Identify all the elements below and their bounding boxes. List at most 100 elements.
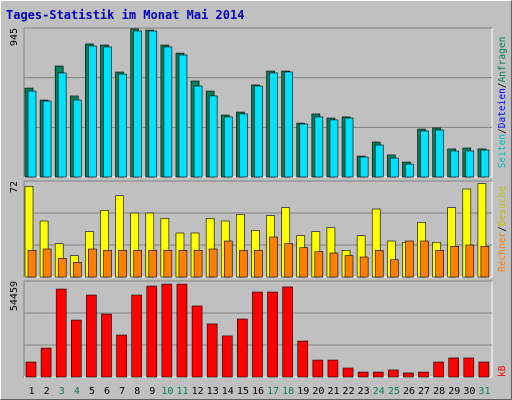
bar [103,250,112,278]
bar [359,256,369,278]
bar [101,313,112,378]
bar [193,85,203,178]
bar [284,243,293,278]
x-tick-label: 20 [312,386,324,397]
bar [86,294,97,378]
x-tick-label: 29 [448,386,460,397]
x-tick-label: 19 [297,386,309,397]
bar [374,144,384,178]
bar [297,340,309,378]
bar [254,250,263,278]
bar [450,150,460,178]
legend-entry: Seiten [497,134,508,168]
bar [55,288,67,378]
bar [163,46,173,178]
bar [388,369,399,378]
bar [342,367,354,378]
bar [27,90,37,178]
bar [478,361,490,378]
legend: Rechner/Besuche [497,186,508,272]
bar [312,359,324,378]
bar [239,113,248,178]
bar [403,372,414,378]
bar [72,99,82,178]
x-tick-label: 28 [433,386,445,397]
bar [405,240,414,278]
bar [390,157,399,178]
bar [267,291,278,378]
chart-title: Tages-Statistik im Monat Mai 2014 [6,8,244,22]
legend: kB [497,365,508,377]
bar [103,46,112,178]
bar [254,85,263,178]
bar [118,250,127,278]
x-tick-label: 31 [478,386,490,397]
bar [390,259,399,278]
x-tick-label: 11 [176,386,188,397]
bar [72,262,82,278]
legend-entry: Anfragen [497,37,508,83]
bar [161,283,173,378]
bar [223,240,233,278]
bar [405,163,414,178]
bar [148,30,158,178]
bar [178,54,188,178]
bar [450,246,460,278]
bar [206,323,218,378]
bar [435,250,444,278]
bar [148,250,158,278]
bar [314,116,324,178]
x-tick-label: 25 [388,386,400,397]
x-tick-label: 5 [89,386,95,397]
bar [418,371,429,378]
bar [191,305,203,378]
bar [299,123,309,178]
bar [448,357,460,378]
bar [146,285,158,378]
x-tick-label: 3 [59,386,65,397]
bar [344,255,354,278]
legend-entry: Rechner [497,232,508,272]
y-tick-label: 945 [9,28,20,46]
x-tick-label: 7 [119,386,125,397]
bar [88,248,97,278]
bar [163,250,173,278]
x-tick-label: 1 [29,386,35,397]
bar [465,150,475,178]
x-tick-label: 14 [222,386,234,397]
bar [329,252,339,278]
x-tick-label: 15 [237,386,249,397]
x-tick-label: 10 [161,386,173,397]
x-tick-label: 22 [343,386,355,397]
bar [208,248,218,278]
bar [420,240,429,278]
x-tick-label: 18 [282,386,294,397]
x-tick-label: 16 [252,386,264,397]
bar [327,359,339,378]
x-tick-label: 24 [373,386,385,397]
x-tick-label: 26 [403,386,415,397]
legend: Seiten/Dateien/Anfragen [497,37,508,169]
bar [193,250,203,278]
x-tick-label: 4 [74,386,80,397]
x-tick-label: 30 [463,386,475,397]
bar [70,319,82,378]
bar [42,100,52,178]
x-tick-label: 27 [418,386,430,397]
bar [176,283,188,378]
bar [116,334,127,378]
legend-separator: / [497,226,508,232]
bar [25,361,37,378]
x-tick-label: 6 [104,386,110,397]
x-tick-label: 17 [267,386,279,397]
bar [344,117,354,178]
bar [118,73,127,178]
bar [252,291,263,378]
legend-entry: Dateien [497,88,508,128]
y-tick-label: 72 [9,181,20,193]
bar [57,258,67,278]
bar [221,335,233,378]
bar [480,149,490,178]
